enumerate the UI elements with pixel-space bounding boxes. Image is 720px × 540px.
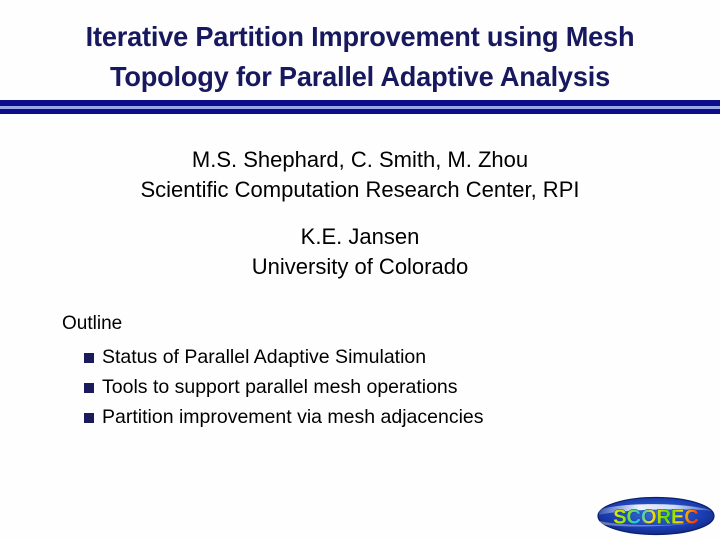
title-divider [0,100,720,115]
author-names-rpi: M.S. Shephard, C. Smith, M. Zhou [191,147,529,172]
square-bullet-icon [84,383,94,393]
outline-item-label: Tools to support parallel mesh operation… [102,376,458,398]
square-bullet-icon [84,413,94,423]
author-group-colorado: K.E. Jansen University of Colorado [0,222,720,282]
divider-bar-lower [0,109,720,114]
title-line-1: Iterative Partition Improvement using Me… [85,21,635,52]
outline-item-2: Tools to support parallel mesh operation… [84,372,662,402]
divider-bar-upper [0,100,720,106]
outline-item-label: Partition improvement via mesh adjacenci… [102,406,484,428]
divider-bar-highlight [0,106,720,109]
outline-item-1: Status of Parallel Adaptive Simulation [84,342,662,372]
title-line-2: Topology for Parallel Adaptive Analysis [109,61,611,92]
author-affiliation-rpi: Scientific Computation Research Center, … [140,177,580,202]
outline-item-label: Status of Parallel Adaptive Simulation [102,346,427,368]
outline-heading: Outline [62,313,123,334]
scorec-logo: SCOREC [597,496,715,536]
scorec-logo-ellipse: SCOREC [597,496,715,536]
square-bullet-icon [84,353,94,363]
author-affiliation-colorado: University of Colorado [251,254,469,279]
author-group-rpi: M.S. Shephard, C. Smith, M. Zhou Scienti… [0,145,720,205]
outline-section: Outline Status of Parallel Adaptive Simu… [62,311,662,432]
outline-item-3: Partition improvement via mesh adjacenci… [84,402,662,432]
author-names-colorado: K.E. Jansen [300,224,420,249]
scorec-logo-text: SCOREC [613,507,699,529]
slide-title: Iterative Partition Improvement using Me… [0,17,720,97]
